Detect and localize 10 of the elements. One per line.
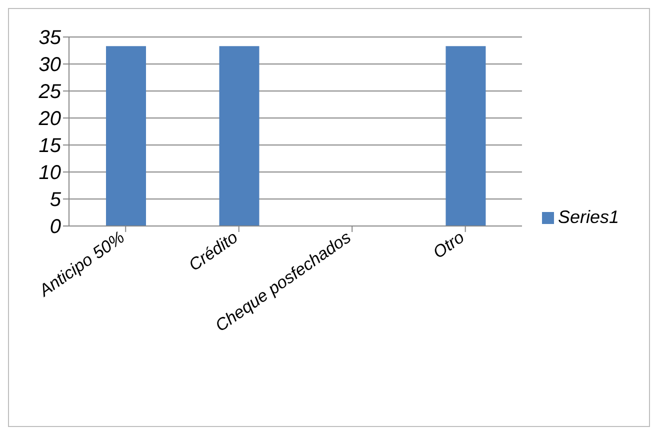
- y-tick-label: 5: [50, 189, 62, 212]
- y-tick-label: 10: [38, 162, 61, 184]
- y-tick-label: 35: [38, 27, 62, 50]
- y-tick-label: 30: [38, 54, 61, 76]
- y-tick-label: 0: [50, 216, 61, 238]
- y-tick-label: 25: [38, 81, 62, 104]
- legend-label: Series1: [558, 207, 619, 227]
- x-tick-label: Otro: [430, 228, 468, 262]
- y-tick-label: 20: [38, 108, 61, 130]
- y-tick-label: 15: [38, 135, 62, 158]
